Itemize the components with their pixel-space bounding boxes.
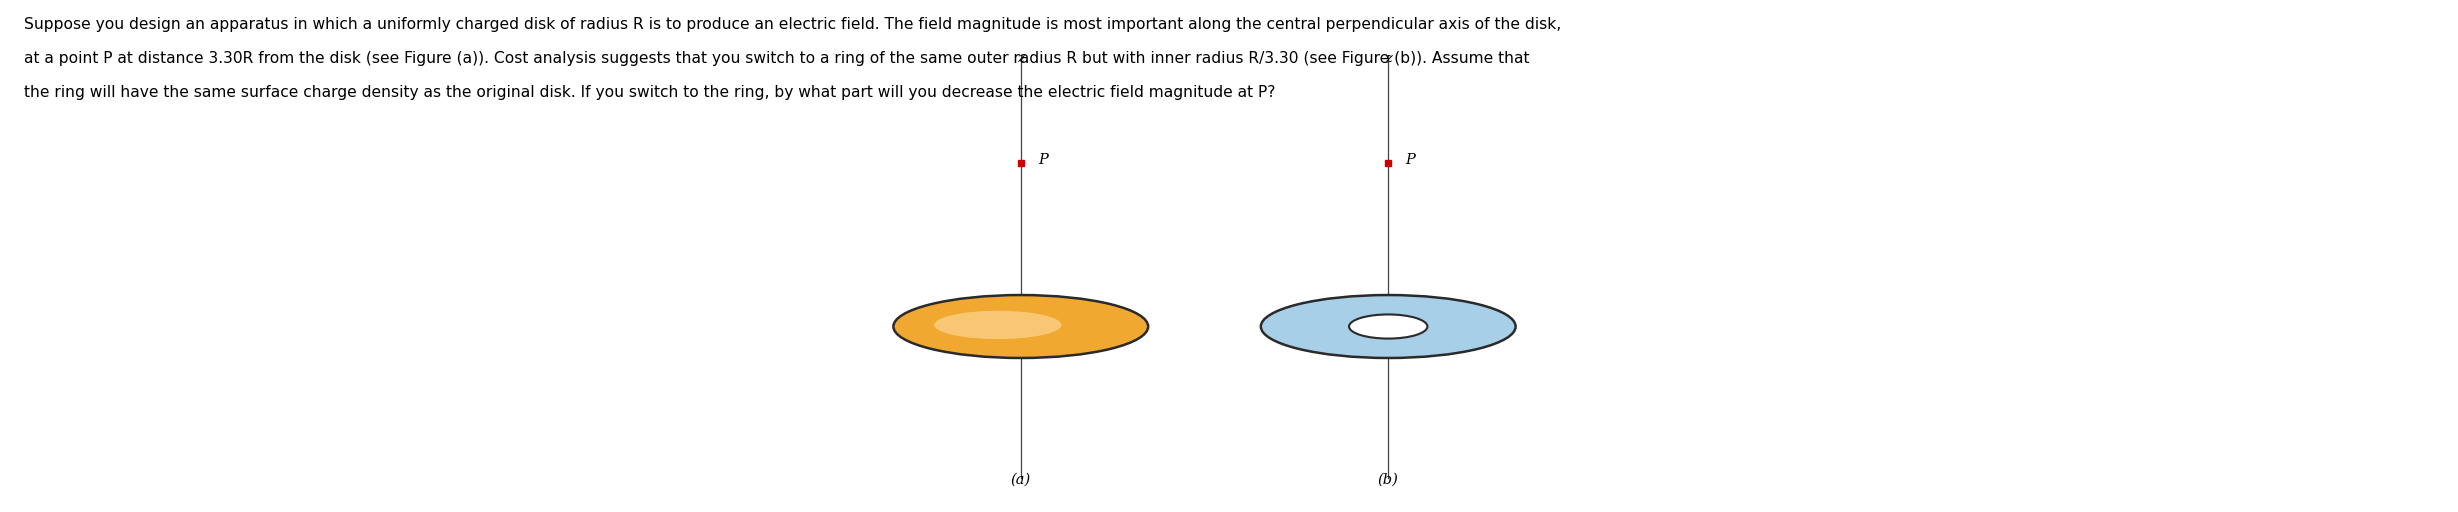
Text: z: z (1384, 52, 1391, 65)
Text: at a point P at distance 3.30R from the disk (see Figure (a)). Cost analysis sug: at a point P at distance 3.30R from the … (25, 51, 1529, 66)
Text: z: z (1018, 52, 1025, 65)
Text: (b): (b) (1379, 473, 1399, 487)
Text: Suppose you design an apparatus in which a uniformly charged disk of radius R is: Suppose you design an apparatus in which… (25, 17, 1561, 32)
Text: P: P (1037, 153, 1047, 167)
Ellipse shape (1349, 314, 1428, 338)
Text: (a): (a) (1010, 473, 1030, 487)
Ellipse shape (934, 311, 1062, 339)
Ellipse shape (1261, 295, 1517, 358)
Text: P: P (1406, 153, 1416, 167)
Text: the ring will have the same surface charge density as the original disk. If you : the ring will have the same surface char… (25, 86, 1276, 100)
Ellipse shape (892, 295, 1148, 358)
